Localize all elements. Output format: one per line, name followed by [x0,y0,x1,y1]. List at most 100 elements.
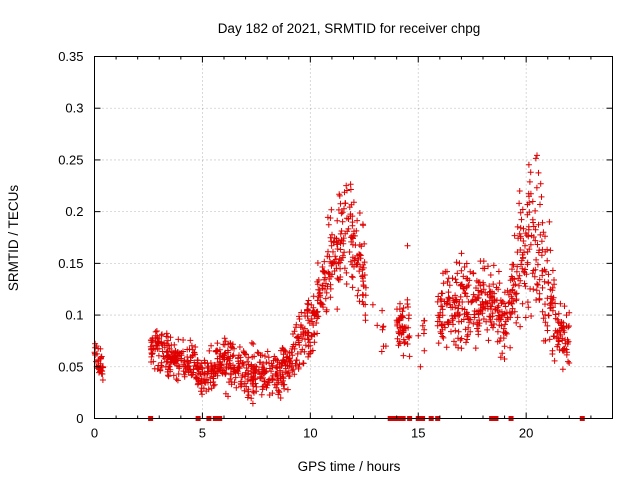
data-point [221,350,228,357]
data-point [259,352,266,359]
data-point [310,322,317,329]
data-point [205,364,212,371]
data-point [494,328,501,335]
data-point [544,322,551,329]
data-point [520,225,527,232]
data-point [532,207,539,214]
data-point [248,395,255,402]
data-point [229,353,236,360]
data-point [292,362,299,369]
data-point [535,169,542,176]
data-point [191,349,197,356]
data-point [347,186,354,193]
data-point [406,353,413,360]
data-point [175,371,182,377]
data-point [314,297,321,304]
data-point [524,201,531,208]
data-point [272,355,279,362]
data-point [511,232,518,239]
data-point [266,365,273,372]
data-point [530,223,537,230]
data-point [522,314,529,321]
data-point [240,348,247,355]
data-point [291,371,298,378]
data-point [397,300,403,307]
data-point [453,259,460,266]
data-point [165,373,172,380]
data-point [551,281,558,288]
data-point [315,293,322,300]
data-point [277,367,284,374]
data-point [329,231,335,238]
data-point [502,303,509,310]
data-point [362,301,369,308]
data-point [269,364,276,371]
data-point [473,277,480,284]
data-point [400,352,407,359]
x-tick-label: 10 [303,426,317,441]
data-point [516,282,522,289]
data-point [374,322,381,329]
data-point [458,318,465,325]
data-point [516,230,523,237]
data-point [554,316,561,323]
data-point [184,354,191,360]
data-point [454,270,461,277]
data-point [149,342,156,349]
data-point [286,363,293,370]
data-point [537,231,544,238]
data-point [154,345,161,352]
data-point [359,298,366,305]
data-point [465,324,472,331]
data-point [502,321,508,328]
data-point [188,342,195,349]
data-point [455,302,462,309]
data-point [522,283,529,290]
data-point [435,340,442,347]
data-point [513,319,520,326]
data-point [480,286,487,293]
data-point [165,372,171,379]
data-point [92,340,99,347]
data-point [502,318,509,325]
data-point [241,387,248,394]
data-point [236,352,242,359]
data-point [379,307,386,314]
data-point [299,335,306,342]
data-point [278,381,285,387]
data-point [511,308,518,315]
data-point [515,275,522,282]
y-tick-label: 0.3 [65,101,83,116]
data-point [249,400,256,407]
data-point [536,295,543,302]
data-point [301,325,308,332]
data-point [361,240,368,247]
axis-ticks [94,56,613,419]
data-point [538,252,545,259]
data-point [505,300,512,307]
data-point [516,272,523,279]
data-point [207,379,214,386]
data-point [250,341,257,347]
data-point [524,299,531,306]
data-point [484,300,491,307]
data-point [158,362,165,369]
data-point [487,294,494,301]
data-point [540,315,547,322]
data-point [153,328,160,334]
data-point [165,337,171,344]
data-point [171,357,178,364]
data-point [349,274,356,281]
data-point [174,377,181,384]
data-point [214,340,221,347]
data-point [354,217,361,224]
data-point [97,360,104,367]
data-point [304,306,311,313]
data-point [319,285,326,292]
data-point [351,257,358,264]
data-point [167,366,174,373]
data-point [355,287,362,294]
data-point [490,281,497,288]
data-point [534,152,540,159]
data-point [491,297,498,304]
